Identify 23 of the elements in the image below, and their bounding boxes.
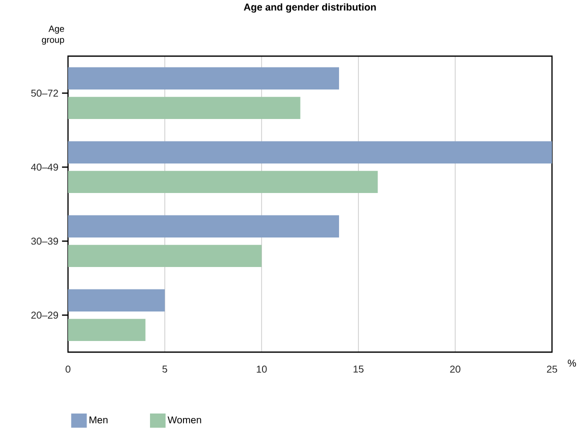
chart-title: Age and gender distribution (244, 3, 376, 13)
bar (68, 289, 165, 312)
bar (68, 215, 340, 238)
y-tick-label: 30–39 (31, 238, 58, 245)
bar (68, 244, 262, 267)
y-tick-label: 40–49 (31, 164, 58, 171)
bar (68, 170, 378, 193)
y-tick-label: 50–72 (31, 90, 58, 97)
x-axis-title: % (568, 360, 576, 367)
bar (68, 96, 300, 119)
x-tick-label: 10 (256, 366, 267, 373)
y-axis-title: Age group (42, 26, 64, 45)
x-tick-label: 25 (546, 366, 558, 373)
x-tick-label: 20 (450, 366, 460, 373)
x-tick-label: 5 (162, 366, 168, 373)
x-tick-label: 15 (354, 366, 364, 373)
y-tick-label: 20–29 (31, 312, 58, 319)
bar (68, 67, 340, 90)
x-tick-label: 0 (66, 366, 70, 373)
legend-label: Women (168, 416, 202, 424)
bar (68, 318, 146, 341)
legend-label: Men (90, 416, 108, 424)
bar (68, 141, 552, 164)
